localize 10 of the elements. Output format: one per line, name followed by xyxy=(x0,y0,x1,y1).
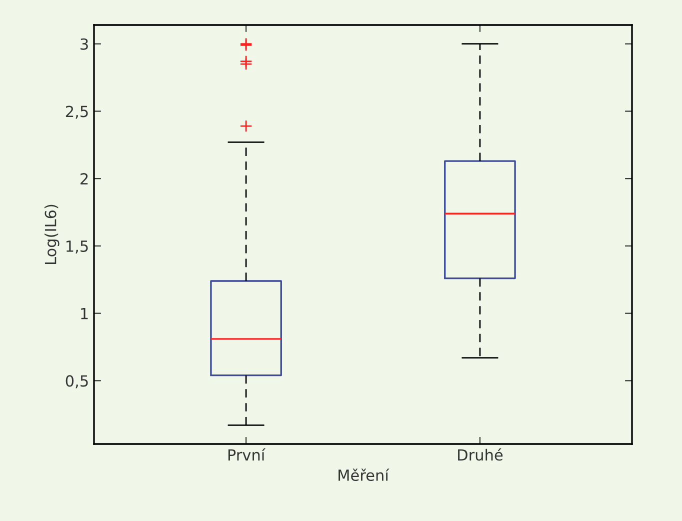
x-tick-label: První xyxy=(228,448,266,460)
y-tick-label: 3 xyxy=(80,38,88,50)
x-tick-label: Druhé xyxy=(458,448,503,461)
y-tick-label: 1 xyxy=(81,308,88,320)
y-tick-label: 1,5 xyxy=(66,240,88,254)
y-tick-label: 2 xyxy=(80,173,88,184)
x-axis-title: Měření xyxy=(338,468,390,482)
y-axis-title: Log(IL6) xyxy=(44,204,60,264)
y-tick-label: 2,5 xyxy=(66,106,88,119)
y-tick-label: 0,5 xyxy=(66,375,88,388)
